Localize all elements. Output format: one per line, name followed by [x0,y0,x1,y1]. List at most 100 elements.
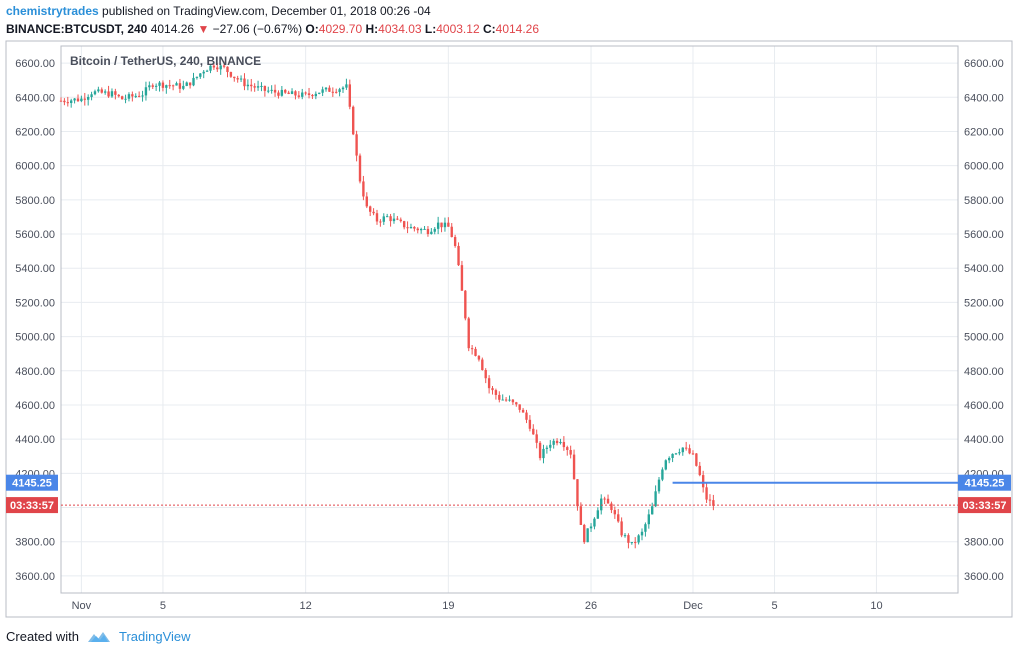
candle-body [117,94,120,97]
candle-body [229,72,233,77]
candle-body [447,222,450,227]
candle-body [80,98,83,102]
candle-body [236,78,239,80]
candle-body [453,237,457,246]
candle-body [246,84,250,87]
y-tick-label-left: 5600.00 [15,229,55,241]
candle-body [362,181,365,197]
candle-body [467,318,470,349]
candle-body [284,89,287,93]
candle-body [338,89,341,92]
candle-body [640,531,644,536]
y-tick-label-right: 3800.00 [964,537,1004,549]
candle-body [216,67,219,70]
candle-body [59,100,63,102]
candle-body [107,91,110,97]
candle-body [355,134,358,156]
close-value: 4014.26 [495,22,540,36]
author-link[interactable]: chemistrytrades [6,4,99,18]
candle-body [137,95,141,97]
candle-body [144,87,148,96]
price-chart[interactable]: 3600.003600.003800.003800.004000.004000.… [0,40,1019,620]
candle-body [617,514,620,522]
outer-frame [5,40,1013,618]
candle-body [348,84,351,107]
candle-body [457,245,460,266]
candle-body [409,226,413,229]
line-value-label-right: 4145.25 [965,478,1005,490]
y-tick-label-left: 3600.00 [15,571,55,583]
candle-body [701,475,705,488]
candle-body [603,498,606,500]
candle-body [280,89,284,96]
chart-title: Bitcoin / TetherUS, 240, BINANCE [70,54,261,68]
candle-body [294,91,297,96]
candle-body [698,465,701,476]
candle-body [151,85,154,87]
created-with-text: Created with [6,629,79,644]
candle-body [399,219,402,222]
candle-body [209,65,212,71]
candle-body [586,528,589,543]
x-tick-label: Dec [683,600,703,612]
candle-body [277,92,280,96]
candle-body [83,98,86,100]
candle-body [385,216,389,218]
y-tick-label-left: 4600.00 [15,400,55,412]
tradingview-link[interactable]: TradingView [118,629,191,644]
candle-body [620,521,623,536]
candle-body [66,102,69,104]
price-change: −27.06 (−0.67%) [212,22,303,36]
candle-body [195,76,199,78]
candle-body [542,448,545,459]
candle-body [525,412,528,420]
candle-body [402,221,406,228]
candle-body [267,90,270,92]
candle-body [382,216,385,222]
candle-body [76,98,80,102]
candle-body [97,89,100,92]
candle-body [470,348,474,350]
y-tick-label-right: 5400.00 [964,263,1004,275]
candle-body [379,221,382,223]
last-price: 4014.26 [150,22,195,36]
candle-body [593,518,596,527]
candle-body [464,290,467,319]
candles [59,61,715,549]
candle-body [124,98,127,100]
candle-body [576,479,579,507]
candle-body [188,82,192,86]
candle-body [630,542,634,544]
candle-body [477,355,481,360]
candle-body [647,514,650,525]
candle-body [562,441,566,448]
x-tick-label: Nov [72,600,92,612]
line-value-label-bg-left [6,474,58,491]
candle-body [430,231,433,235]
candle-body [538,442,542,459]
candle-body [331,91,335,93]
candle-body [141,95,144,97]
candle-body [304,92,307,94]
candle-body [226,66,229,73]
published-text: published on TradingView.com, December 0… [98,4,431,18]
candle-body [583,524,586,543]
candle-body [175,83,178,86]
candle-body [311,94,314,97]
candle-body [695,453,698,466]
candle-body [433,228,436,232]
candle-body [623,535,627,537]
candle-body [253,86,256,88]
candle-body [110,91,114,97]
candle-body [192,77,195,86]
candle-body [127,94,131,99]
candle-body [148,85,151,88]
candle-body [515,402,518,405]
candle-body [549,444,552,448]
y-tick-label-right: 5600.00 [964,229,1004,241]
close-label: C: [482,22,496,36]
countdown-label-bg-right [958,497,1011,514]
x-tick-label: 26 [585,600,597,612]
y-tick-label-right: 6200.00 [964,126,1004,138]
x-axis-labels: Nov 5 12 19 26 Dec 5 10 [72,600,883,612]
